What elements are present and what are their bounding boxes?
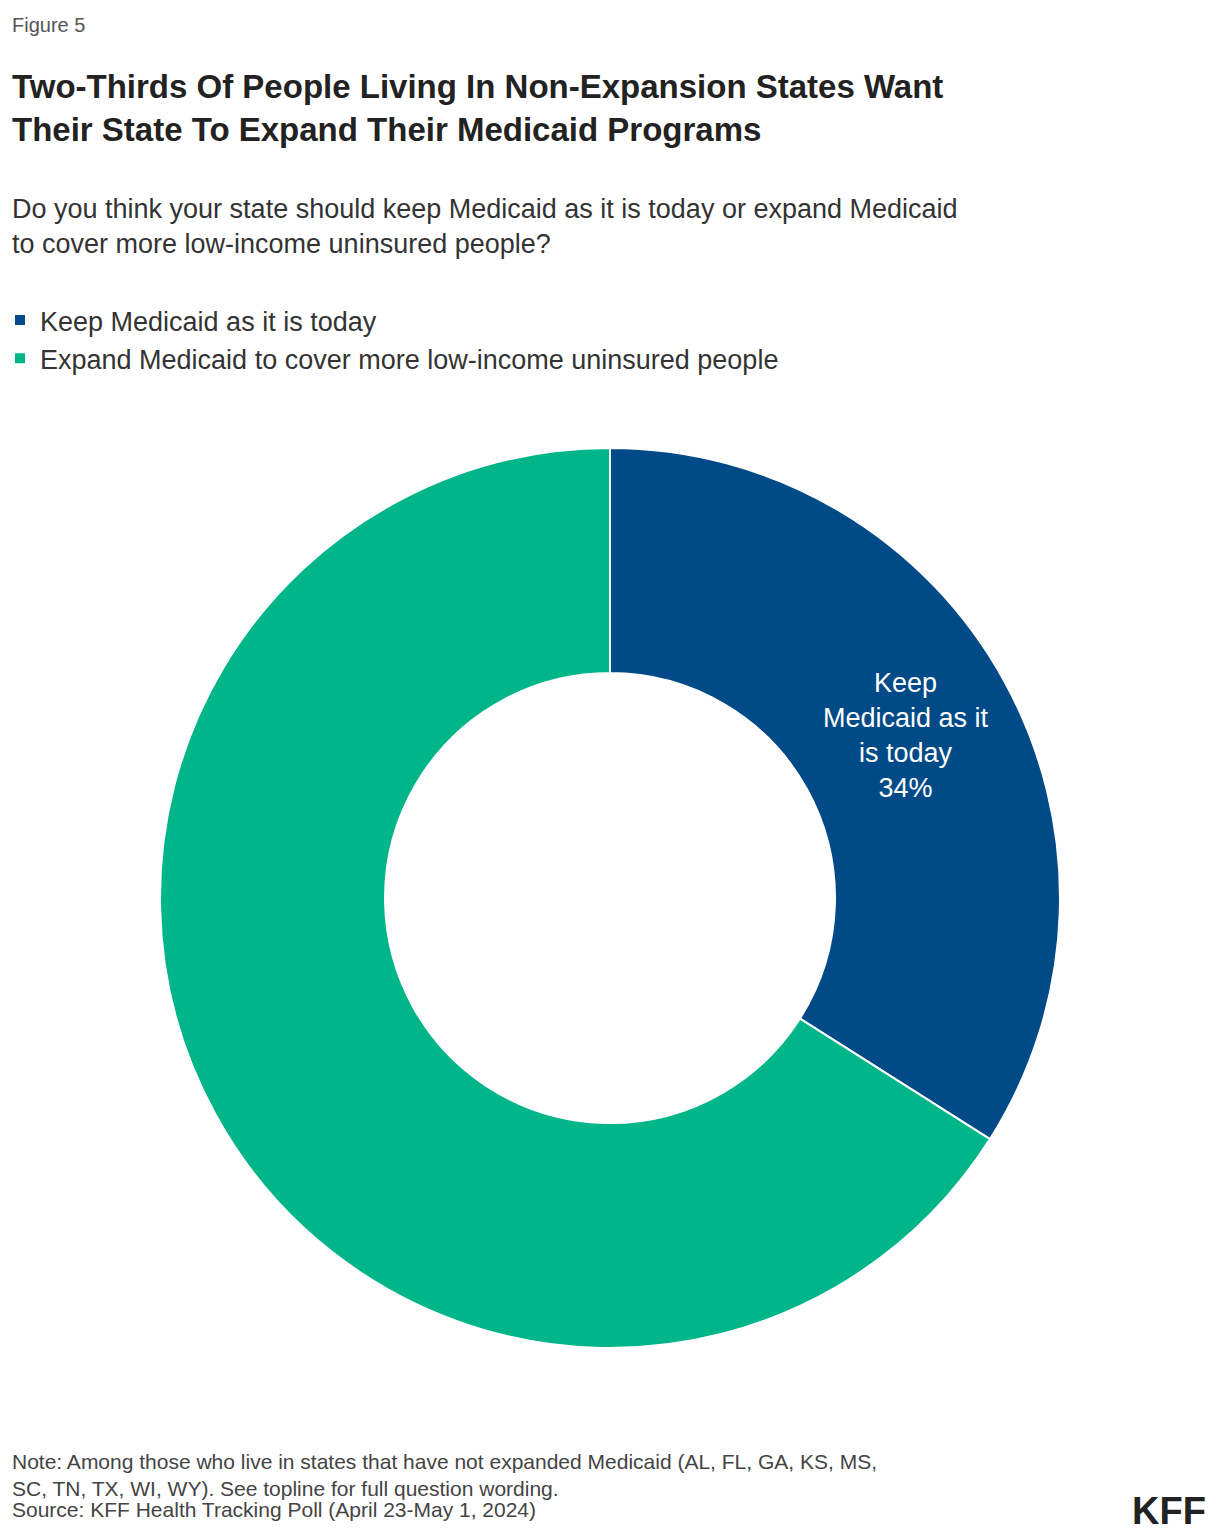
svg-text:Source: KFF Health Tracking Po: Source: KFF Health Tracking Poll (April … xyxy=(12,1498,536,1521)
svg-text:Do you think your state should: Do you think your state should keep Medi… xyxy=(12,194,958,259)
svg-text:Figure 5: Figure 5 xyxy=(12,14,85,36)
svg-text:Note: Among those who live in: Note: Among those who live in states tha… xyxy=(12,1450,877,1500)
svg-text:Two-Thirds Of People Living In: Two-Thirds Of People Living In Non-Expan… xyxy=(12,68,943,148)
svg-text:KFF: KFF xyxy=(1132,1490,1206,1532)
svg-text:KeepMedicaid as itis today34%: KeepMedicaid as itis today34% xyxy=(823,668,989,803)
svg-text:Keep Medicaid as it is today: Keep Medicaid as it is today xyxy=(40,307,377,337)
svg-text:Expand Medicaid to cover more: Expand Medicaid to cover more low-income… xyxy=(40,345,778,375)
